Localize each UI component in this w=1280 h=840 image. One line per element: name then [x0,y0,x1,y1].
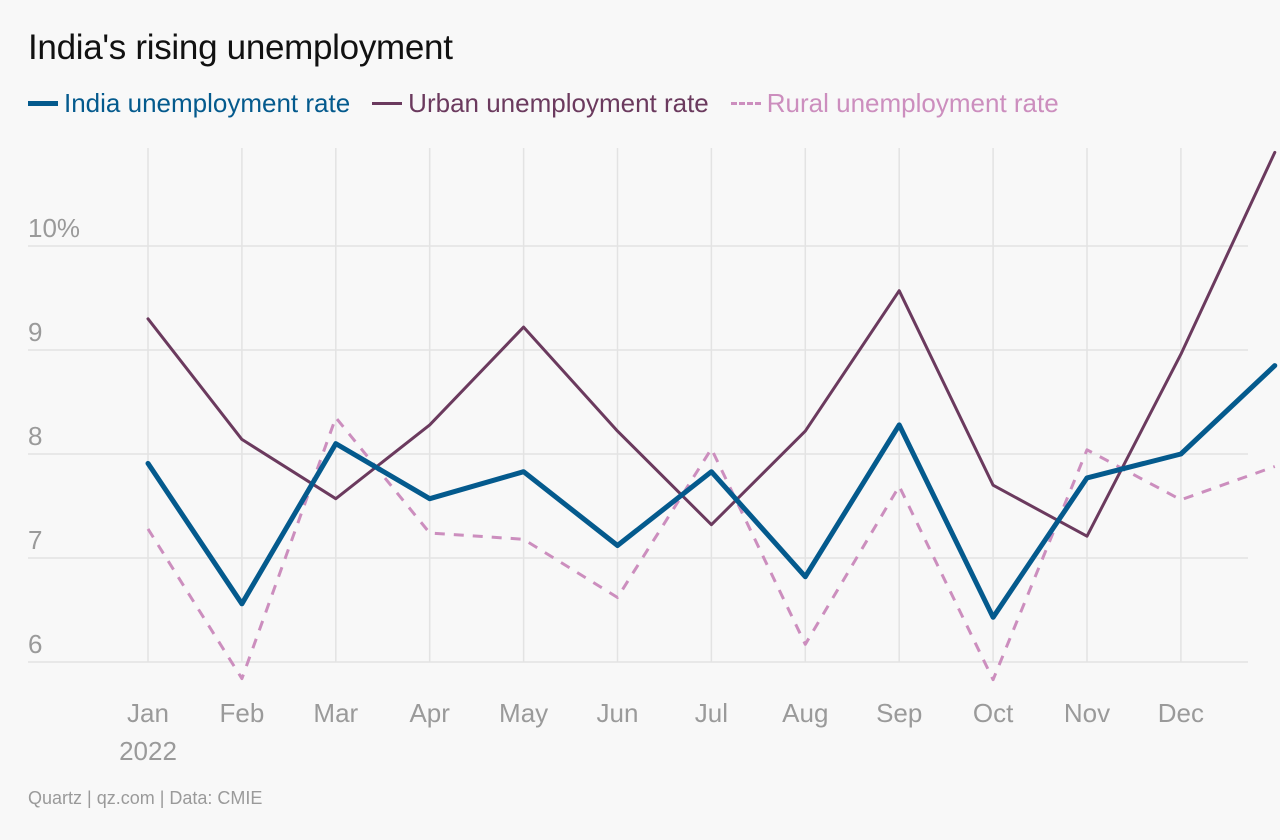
legend-swatch-urban [372,102,403,105]
legend-item-urban: Urban unemployment rate [372,88,709,119]
source-note: Quartz | qz.com | Data: CMIE [28,788,263,808]
x-tick-label: Aug [782,698,828,728]
y-tick-label: 9 [28,317,42,347]
x-tick-label: Jun [597,698,639,728]
legend: India unemployment rate Urban unemployme… [28,88,1081,119]
x-tick-label: Jan [127,698,169,728]
x-tick-label: Feb [219,698,264,728]
chart-title: India's rising unemployment [28,28,453,67]
x-tick-label: Dec [1158,698,1204,728]
series-line-rural [146,416,1276,682]
legend-item-rural: Rural unemployment rate [730,88,1059,119]
x-tick-sublabel: 2022 [119,736,177,766]
x-tick-label: Jul [695,698,728,728]
x-tick-label: Sep [876,698,922,728]
legend-label-rural: Rural unemployment rate [766,88,1059,118]
legend-swatch-india [28,101,58,106]
x-tick-label: May [499,698,548,728]
x-tick-label: Oct [973,698,1014,728]
x-tick-label: Apr [409,698,450,728]
legend-swatch-rural [730,102,761,105]
x-tick-label: Mar [313,698,358,728]
legend-item-india: India unemployment rate [28,88,350,119]
x-tick-label: Nov [1064,698,1110,728]
y-tick-label: 8 [28,421,42,451]
series-line-urban [146,150,1277,538]
series-line-india [145,363,1278,620]
legend-label-urban: Urban unemployment rate [408,88,709,118]
legend-label-india: India unemployment rate [64,88,351,118]
y-tick-label: 7 [28,525,42,555]
y-tick-label: 6 [28,629,42,659]
y-tick-label: 10% [28,213,80,243]
